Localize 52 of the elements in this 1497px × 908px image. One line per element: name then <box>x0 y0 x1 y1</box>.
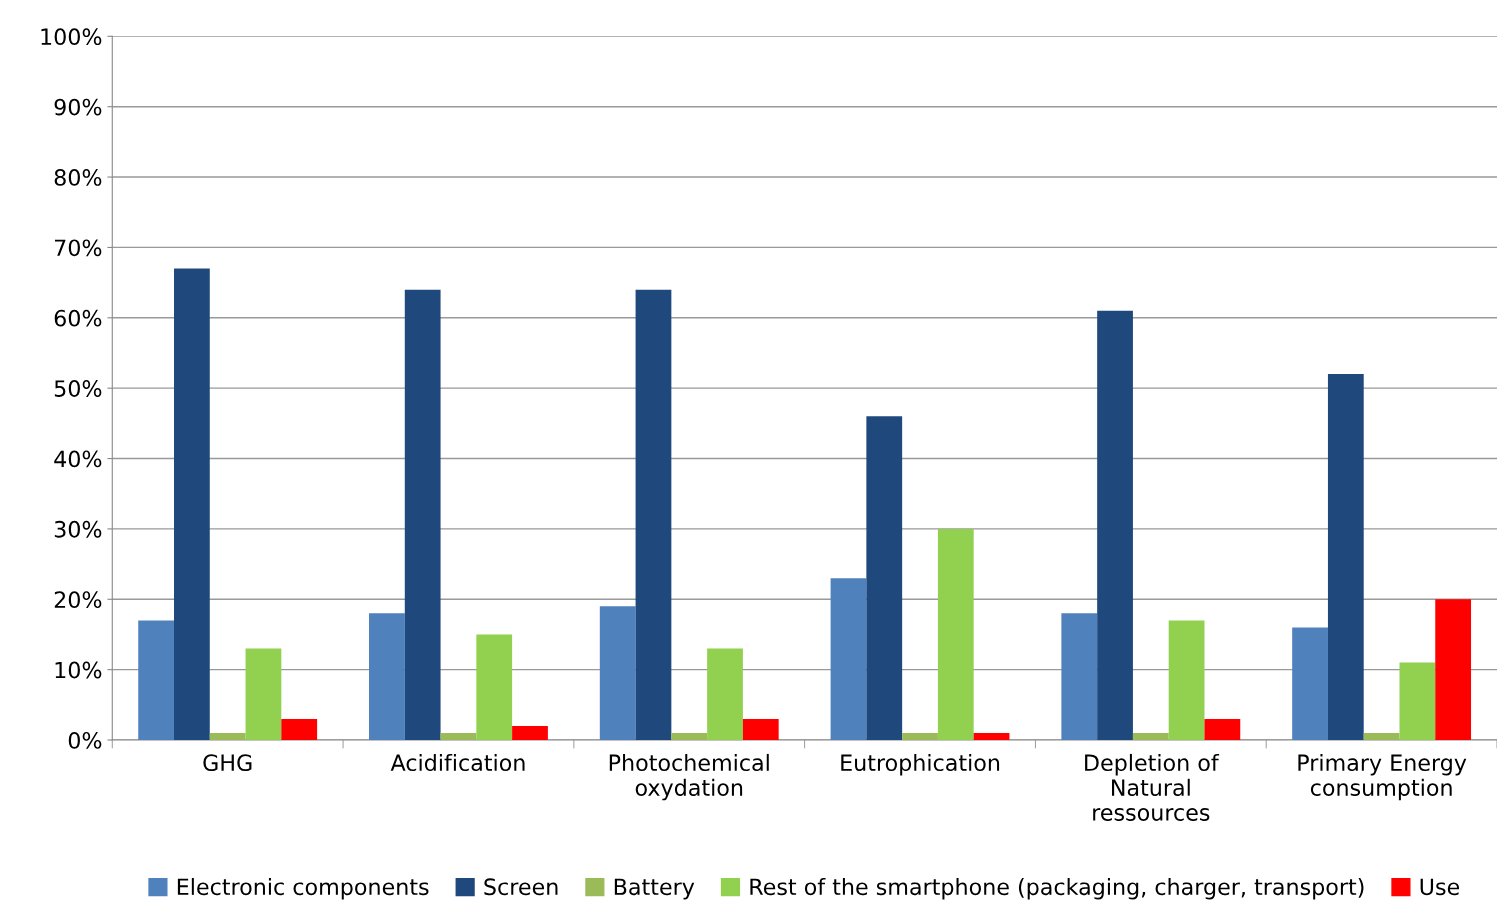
bar <box>937 528 974 741</box>
bar <box>281 718 318 741</box>
bar <box>1399 662 1436 741</box>
x-tick-label: GHG <box>203 754 252 772</box>
bar <box>245 648 282 741</box>
x-tick-label: Primary Energy consumption <box>1298 753 1467 801</box>
bar <box>902 732 938 741</box>
y-tick-label: 60% <box>54 309 102 327</box>
y-tick-label: 40% <box>54 450 102 468</box>
bar <box>476 634 513 741</box>
bar <box>599 606 636 741</box>
bar <box>174 268 210 741</box>
bar <box>1132 732 1169 741</box>
bar <box>404 289 441 741</box>
legend-label: Screen <box>484 878 558 896</box>
legend-label: Battery <box>614 878 695 900</box>
bar <box>1061 613 1098 741</box>
bar <box>866 416 903 741</box>
bar <box>440 732 477 741</box>
bar <box>830 578 867 741</box>
y-tick-label: 50% <box>54 380 102 397</box>
y-tick-label: 80% <box>54 169 102 186</box>
x-tick-label: Photochemical oxydation <box>609 753 769 801</box>
bar <box>1363 732 1400 741</box>
bar <box>707 648 743 741</box>
bar <box>1168 620 1205 741</box>
bar <box>742 718 779 741</box>
x-tick-label: Depletion of Natural ressources <box>1085 753 1220 821</box>
legend-label: Rest of the smartphone (packaging, charger, transport) <box>750 877 1364 900</box>
bar <box>973 732 1010 741</box>
y-tick-label: 10% <box>55 661 102 679</box>
bar <box>1292 627 1328 741</box>
bar <box>1327 374 1364 741</box>
bar <box>138 620 175 741</box>
bar <box>209 732 246 741</box>
legend-label: Use <box>1420 878 1460 896</box>
bar <box>1097 310 1133 741</box>
bar <box>635 289 672 741</box>
bar <box>671 732 708 741</box>
x-tick-label: Acidification <box>390 753 525 772</box>
y-tick-label: 70% <box>54 239 102 257</box>
bar <box>512 725 548 741</box>
legend-label: Electronic components <box>177 877 429 900</box>
y-tick-label: 0% <box>68 731 102 749</box>
bar <box>1435 599 1472 741</box>
bar <box>369 613 405 741</box>
y-tick-label: 20% <box>54 591 102 609</box>
y-tick-label: 100% <box>41 28 102 46</box>
y-tick-label: 30% <box>54 520 102 538</box>
bar <box>1204 718 1241 741</box>
x-tick-label: Eutrophication <box>841 753 1000 776</box>
y-tick-label: 90% <box>54 98 102 116</box>
